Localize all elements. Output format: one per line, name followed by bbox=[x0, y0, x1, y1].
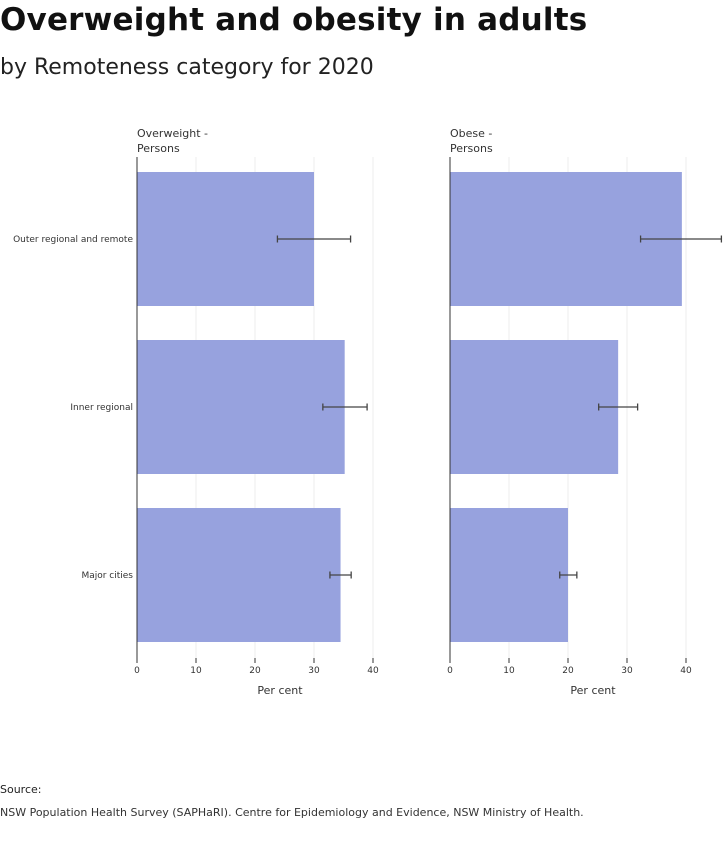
panel-2-x-tick-label-10: 10 bbox=[503, 666, 515, 676]
source-text: NSW Population Health Survey (SAPHaRI). … bbox=[0, 806, 584, 819]
category-label-outer-regional-and-remote: Outer regional and remote bbox=[13, 235, 133, 245]
panel-1-x-tick-label-20: 20 bbox=[249, 666, 261, 676]
bar-chart: Overweight - Persons Outer regional and re… bbox=[13, 127, 723, 697]
panel-2-bar-major-cities bbox=[450, 508, 568, 642]
chart-title: Overweight and obesity in adults bbox=[0, 2, 588, 38]
panel-1-title-line-2: Persons bbox=[137, 142, 180, 155]
panel-2-x-tick-label-40: 40 bbox=[680, 666, 692, 676]
panel-2-title-line-1: Obese - bbox=[450, 127, 492, 140]
panel-1-bar-major-cities bbox=[137, 508, 341, 642]
category-label-major-cities: Major cities bbox=[81, 571, 133, 581]
panel-1-x-tick-label-30: 30 bbox=[308, 666, 320, 676]
source-label: Source: bbox=[0, 783, 42, 796]
panel-2-x-tick-label-0: 0 bbox=[447, 666, 453, 676]
panel-1-x-tick-label-0: 0 bbox=[134, 666, 140, 676]
chart-subtitle: by Remoteness category for 2020 bbox=[0, 55, 374, 80]
panel-1-x-tick-label-10: 10 bbox=[190, 666, 202, 676]
category-label-inner-regional: Inner regional bbox=[70, 403, 133, 413]
panel-2-x-tick-label-30: 30 bbox=[621, 666, 633, 676]
panel-1-x-tick-label-40: 40 bbox=[367, 666, 379, 676]
panel-2-bar-inner-regional bbox=[450, 340, 619, 474]
panel-1-title-line-1: Overweight - bbox=[137, 127, 208, 140]
panel-1-bar-inner-regional bbox=[137, 340, 345, 474]
panel-2-x-tick-label-20: 20 bbox=[562, 666, 574, 676]
panel-2-title-line-2: Persons bbox=[450, 142, 493, 155]
panel-1-x-axis-label: Per cent bbox=[257, 684, 303, 697]
panel-2-x-axis-label: Per cent bbox=[570, 684, 616, 697]
